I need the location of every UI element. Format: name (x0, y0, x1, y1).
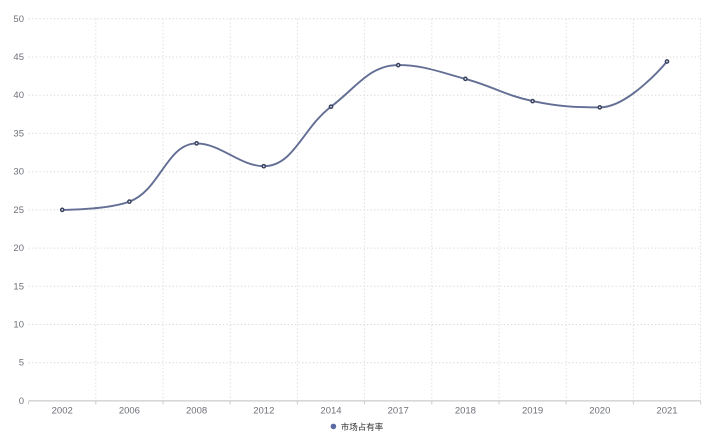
svg-text:2020: 2020 (589, 406, 610, 417)
svg-text:2012: 2012 (253, 406, 274, 417)
svg-text:25: 25 (13, 205, 24, 216)
svg-text:15: 15 (13, 281, 24, 292)
svg-text:0: 0 (19, 396, 24, 407)
svg-text:35: 35 (13, 128, 24, 139)
svg-text:2006: 2006 (119, 406, 140, 417)
svg-text:10: 10 (13, 320, 24, 331)
svg-text:2014: 2014 (320, 406, 341, 417)
svg-text:40: 40 (13, 90, 24, 101)
svg-text:30: 30 (13, 167, 24, 178)
svg-text:2019: 2019 (522, 406, 543, 417)
svg-text:2018: 2018 (455, 406, 476, 417)
svg-text:市场占有率: 市场占有率 (341, 422, 384, 432)
svg-text:45: 45 (13, 52, 24, 63)
svg-text:2002: 2002 (52, 406, 73, 417)
svg-text:2017: 2017 (388, 406, 409, 417)
svg-text:2021: 2021 (656, 406, 677, 417)
svg-text:2008: 2008 (186, 406, 207, 417)
svg-text:20: 20 (13, 243, 24, 254)
svg-text:50: 50 (13, 14, 24, 25)
svg-text:5: 5 (19, 358, 24, 369)
